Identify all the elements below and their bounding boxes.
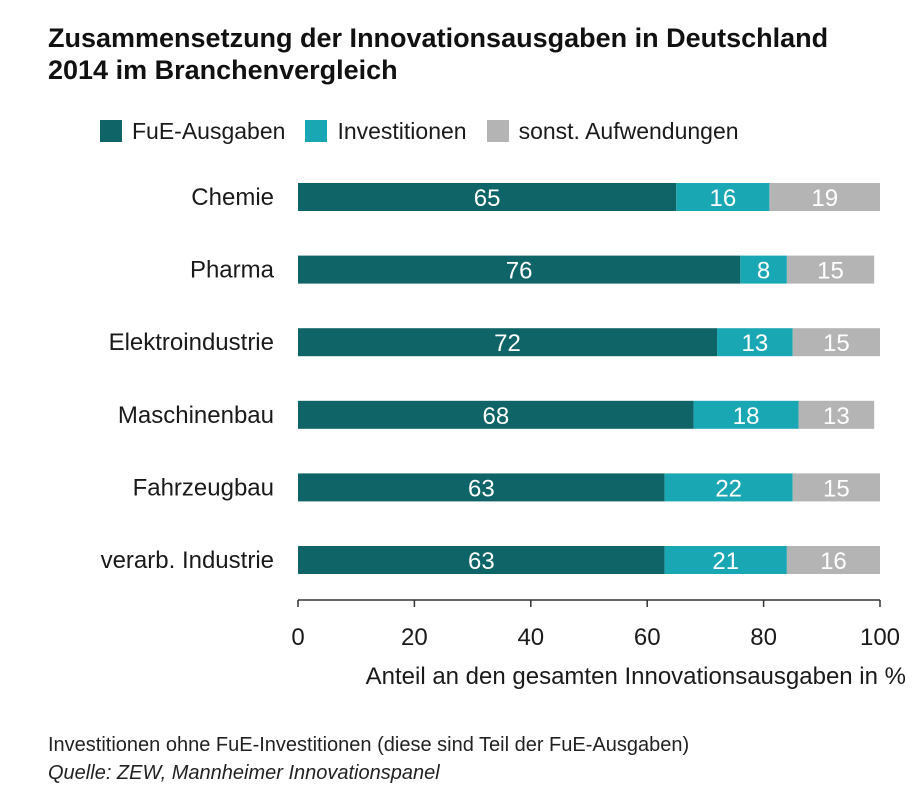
legend-item-2: sonst. Aufwendungen (486, 117, 739, 145)
category-label-4: Fahrzeugbau (133, 474, 274, 501)
data-label-3-1: 18 (733, 403, 760, 430)
x-tick-label-1: 20 (401, 624, 428, 651)
legend-label-2: sonst. Aufwendungen (518, 117, 739, 144)
legend: FuE-Ausgaben Investitionen sonst. Aufwendu… (100, 113, 739, 149)
bar-segment-0-1 (676, 183, 770, 211)
x-tick-label-4: 80 (750, 624, 777, 651)
data-label-0-0: 65 (474, 185, 501, 212)
data-label-0-1: 16 (710, 185, 737, 212)
data-label-2-0: 72 (494, 330, 521, 357)
x-axis-title: Anteil an den gesamten Innovationsausgab… (366, 663, 906, 690)
data-label-1-1: 8 (757, 258, 770, 285)
source-note: Quelle: ZEW, Mannheimer Innovationspanel (48, 762, 440, 784)
legend-swatch-0 (100, 120, 122, 142)
legend-swatch-1 (305, 120, 328, 142)
data-label-2-1: 13 (742, 330, 769, 357)
legend-swatch-2 (486, 120, 509, 142)
x-tick-label-2: 40 (517, 624, 544, 651)
data-label-5-0: 63 (468, 548, 495, 575)
bar-segment-4-1 (664, 473, 793, 502)
data-label-5-1: 21 (712, 548, 739, 575)
data-label-3-2: 13 (823, 403, 850, 430)
bar-segment-2-2 (792, 328, 880, 357)
x-tick-label-5: 100 (860, 624, 900, 651)
data-label-4-2: 15 (823, 475, 850, 502)
bar-segment-1-1 (740, 255, 787, 284)
data-label-1-0: 76 (506, 258, 533, 285)
data-label-4-1: 22 (715, 475, 742, 502)
bar-segment-2-0 (298, 328, 718, 357)
legend-item-1: Investitionen (305, 117, 467, 145)
category-label-5: verarb. Industrie (101, 547, 274, 574)
category-label-1: Pharma (190, 257, 275, 284)
bar-segment-5-1 (664, 546, 787, 574)
legend-label-0: FuE-Ausgaben (132, 117, 286, 144)
category-label-2: Elektroindustrie (109, 329, 274, 356)
bar-segment-4-2 (792, 473, 880, 502)
chart-svg: Chemie 65 16 19 Pharma 76 8 15 Elektroindustrie 7… (101, 183, 906, 690)
data-label-2-2: 15 (823, 330, 850, 357)
bar-segment-3-2 (798, 400, 875, 429)
bar-segment-0-2 (769, 183, 880, 211)
data-label-5-2: 16 (820, 548, 847, 575)
bar-segment-3-0 (298, 400, 694, 429)
footnote: Investitionen ohne FuE-Investitionen (di… (48, 734, 690, 756)
bar-segment-2-1 (717, 328, 793, 357)
legend-item-0: FuE-Ausgaben (100, 118, 285, 145)
bar-segment-5-0 (298, 546, 665, 574)
chart-title: Zusammensetzung der Innovationsausgaben … (48, 23, 829, 85)
category-label-3: Maschinenbau (118, 402, 274, 429)
category-label-0: Chemie (191, 184, 274, 211)
bar-segment-4-0 (298, 473, 665, 502)
bar-segment-1-0 (298, 255, 741, 284)
data-label-4-0: 63 (468, 475, 495, 502)
data-label-3-0: 68 (483, 403, 510, 430)
bar-segment-1-2 (786, 255, 875, 284)
data-label-0-2: 19 (811, 185, 838, 212)
x-tick-label-3: 60 (634, 624, 661, 651)
data-label-1-2: 15 (817, 258, 844, 285)
bar-segment-3-1 (693, 400, 799, 429)
x-tick-label-0: 0 (291, 624, 304, 651)
legend-label-1: Investitionen (337, 117, 467, 144)
bar-segment-5-2 (786, 546, 880, 574)
bar-segment-0-0 (298, 183, 677, 211)
